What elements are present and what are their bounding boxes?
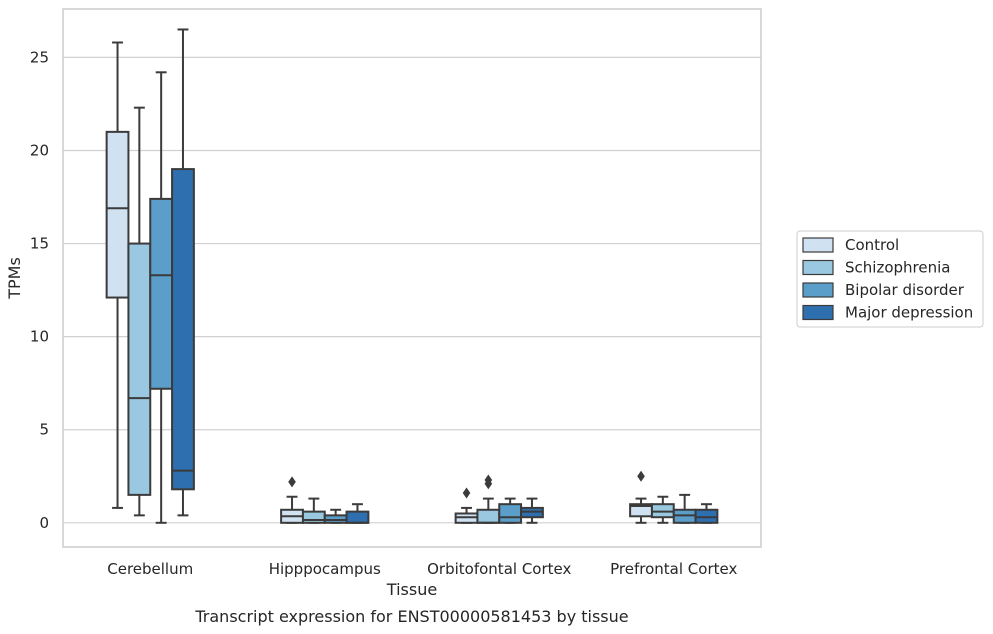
x-tick-labels: Cerebellum Hipppocampus Orbitofontal Corte… [107,560,737,578]
legend-label: Major depression [845,304,973,322]
outlier-point [484,474,493,486]
box-group [454,487,479,524]
outlier-point [288,476,296,488]
box-group [127,106,152,517]
box-group [171,28,195,517]
legend: Control Schizophrenia Bipolar disorder Majo… [796,230,984,328]
box-group [345,503,370,524]
box-group [650,495,675,524]
legend-frame [796,230,984,328]
x-tick-label: Prefrontal Cortex [610,560,737,578]
y-tick-label: 0 [39,514,49,532]
legend-swatch [802,304,834,321]
legend-items: Control Schizophrenia Bipolar disorder Majo… [802,236,973,322]
chart-title: Transcript expression for ENST0000058145… [194,607,628,626]
box [345,510,370,524]
box [105,130,130,299]
box-group [498,497,523,524]
box-group [301,497,326,524]
box [171,168,195,491]
box-group [694,503,719,524]
y-tick-label: 5 [39,421,49,439]
box-group [520,497,544,524]
box [498,503,523,524]
y-axis-title: TPMs [5,257,24,300]
box-group [476,474,501,524]
box-group [672,493,697,524]
legend-swatch [802,259,834,276]
y-tick-label: 25 [30,48,49,66]
outlier-point [462,487,471,499]
box [127,242,152,496]
marks-layer [105,28,719,524]
x-tick-label: Hipppocampus [269,560,381,578]
x-axis-title: Tissue [386,580,437,599]
legend-label: Schizophrenia [845,259,950,277]
plot-frame [62,8,762,548]
y-tick-labels: 0 5 10 15 20 25 [30,48,49,531]
legend-label: Control [845,236,899,254]
y-tick-label: 15 [30,235,49,253]
outlier-point [637,470,645,482]
box-group [280,476,304,524]
legend-label: Bipolar disorder [845,281,965,299]
box-group [149,71,174,524]
box [476,508,501,524]
y-tick-label: 10 [30,328,49,346]
x-tick-label: Cerebellum [107,560,193,578]
box-group [629,470,653,524]
legend-swatch [802,282,834,298]
box-group [323,508,348,524]
box [149,197,174,390]
box-group [105,41,130,509]
x-tick-label: Orbitofontal Cortex [427,560,571,578]
legend-swatch [802,237,834,253]
y-tick-label: 20 [30,141,49,159]
box [301,510,326,524]
